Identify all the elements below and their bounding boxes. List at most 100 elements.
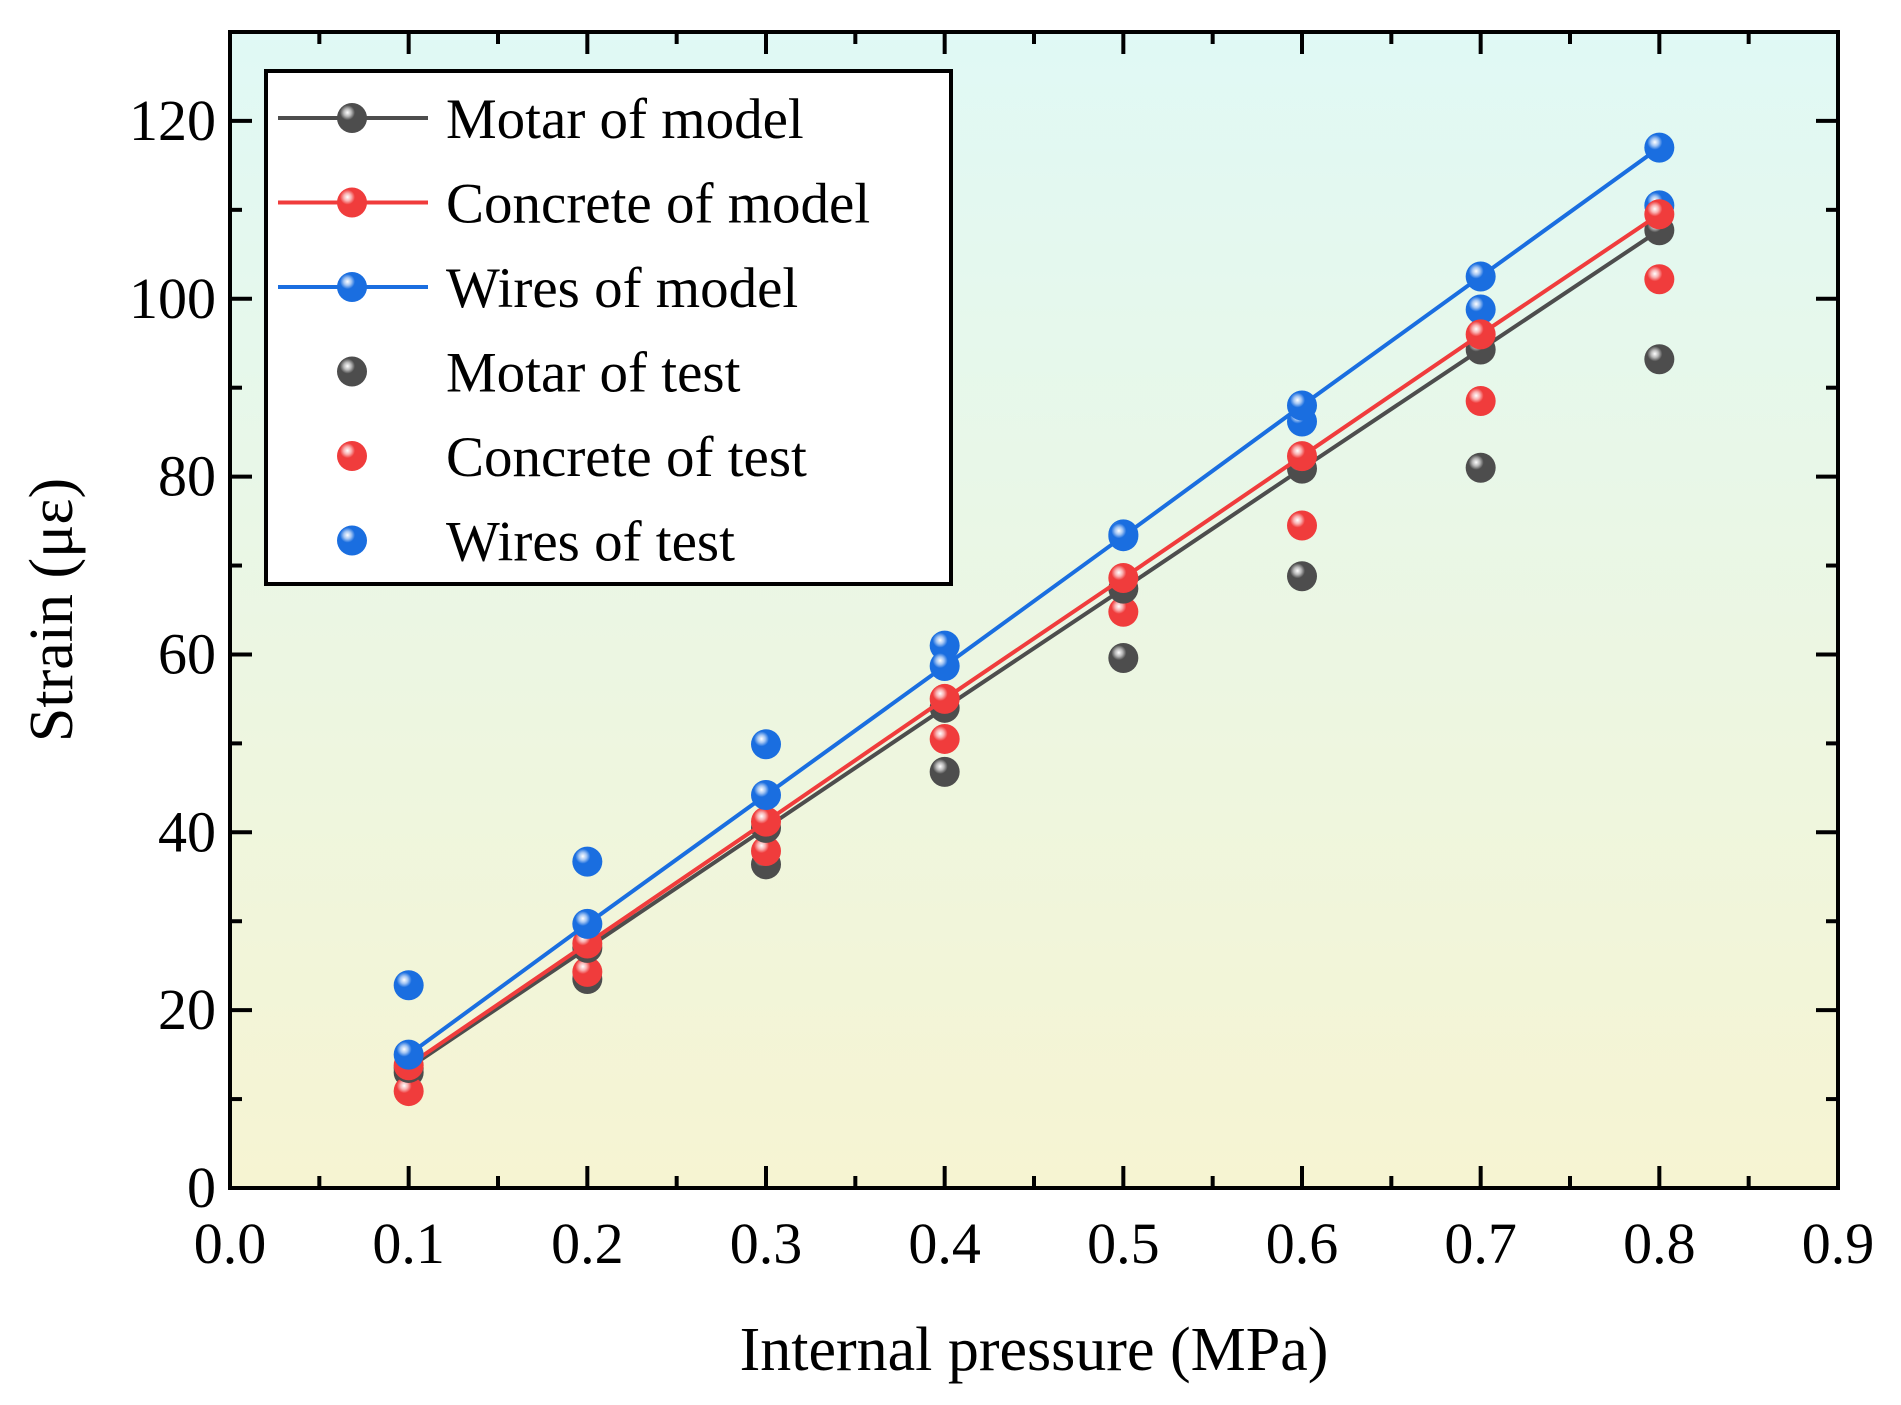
x-tick-label: 0.5: [1087, 1211, 1160, 1276]
concrete-of-test-point: [393, 1076, 424, 1107]
x-axis-label: Internal pressure (MPa): [740, 1316, 1329, 1384]
y-tick-label: 120: [129, 88, 216, 153]
marker-highlight: [1465, 319, 1496, 350]
y-tick-label: 100: [129, 266, 216, 331]
marker-highlight: [751, 779, 781, 810]
legend-marker-motar-of-model: [337, 103, 367, 133]
marker-highlight: [929, 723, 960, 754]
marker-highlight: [337, 356, 367, 387]
concrete-of-test-point: [1465, 386, 1496, 417]
wires-of-model-point: [929, 651, 960, 682]
wires-of-model-point: [1287, 390, 1317, 421]
y-tick-label: 60: [158, 621, 216, 686]
x-tick-label: 0.2: [551, 1211, 624, 1276]
legend-marker-concrete-of-test: [337, 441, 367, 471]
wires-of-test-point: [393, 970, 424, 1001]
marker-highlight: [929, 756, 960, 787]
marker-highlight: [1287, 510, 1317, 541]
marker-highlight: [1644, 264, 1675, 295]
marker-highlight: [1108, 521, 1139, 552]
concrete-of-model-point: [1465, 319, 1496, 350]
wires-of-model-point: [1108, 521, 1139, 552]
y-tick-label: 20: [158, 977, 216, 1042]
y-tick-label: 40: [158, 799, 216, 864]
marker-highlight: [572, 846, 603, 877]
marker-highlight: [337, 103, 367, 133]
legend-marker-concrete-of-model: [337, 187, 367, 218]
x-tick-label: 0.0: [194, 1211, 267, 1276]
x-tick-label: 0.4: [908, 1211, 981, 1276]
marker-highlight: [1287, 390, 1317, 421]
marker-highlight: [751, 729, 781, 760]
x-tick-label: 0.7: [1444, 1211, 1517, 1276]
motar-of-test-point: [1108, 643, 1139, 674]
marker-highlight: [393, 970, 424, 1001]
legend-label-concrete-of-model: Concrete of model: [446, 173, 870, 236]
wires-of-model-point: [751, 779, 781, 810]
legend-label-wires-of-test: Wires of test: [446, 511, 735, 574]
concrete-of-test-point: [929, 723, 960, 754]
marker-highlight: [1287, 561, 1317, 592]
y-tick-label: 0: [187, 1155, 216, 1220]
marker-highlight: [1644, 344, 1675, 375]
wires-of-model-point: [393, 1039, 424, 1070]
marker-highlight: [1465, 386, 1496, 417]
motar-of-test-point: [929, 756, 960, 787]
motar-of-test-point: [1287, 561, 1317, 592]
marker-highlight: [1465, 261, 1496, 292]
concrete-of-model-line: [407, 212, 1661, 1067]
legend-label-concrete-of-test: Concrete of test: [446, 426, 807, 489]
x-tick-label: 0.1: [372, 1211, 445, 1276]
legend: Motar of model Concrete of model Wires of …: [264, 69, 953, 586]
legend-marker-wires-of-model: [337, 272, 367, 302]
x-tick-label: 0.6: [1266, 1211, 1339, 1276]
marker-highlight: [1644, 199, 1675, 230]
marker-highlight: [751, 835, 781, 866]
x-tick-label: 0.9: [1802, 1211, 1875, 1276]
marker-highlight: [1108, 643, 1139, 674]
marker-highlight: [393, 1076, 424, 1107]
concrete-of-model-point: [1108, 562, 1139, 593]
wires-of-model-point: [1644, 132, 1675, 163]
marker-highlight: [572, 908, 603, 939]
concrete-of-model-point: [929, 683, 960, 714]
marker-highlight: [1287, 441, 1317, 472]
motar-of-test-point: [1465, 452, 1496, 483]
marker-highlight: [337, 272, 367, 302]
wires-of-test-point: [1465, 294, 1496, 325]
x-tick-label: 0.8: [1623, 1211, 1696, 1276]
legend-box: [264, 69, 953, 586]
wires-of-model-point: [1465, 261, 1496, 292]
marker-highlight: [1108, 596, 1139, 627]
y-axis-label: Strain (με): [18, 478, 86, 742]
wires-of-model-line: [407, 145, 1661, 1057]
marker-highlight: [337, 187, 367, 218]
marker-highlight: [1644, 132, 1675, 163]
marker-highlight: [337, 441, 367, 471]
wires-of-test-point: [572, 846, 603, 877]
motar-of-test-point: [1644, 344, 1675, 375]
legend-label-wires-of-model: Wires of model: [446, 257, 798, 320]
legend-label-motar-of-test: Motar of test: [446, 342, 741, 405]
marker-highlight: [393, 1039, 424, 1070]
wires-of-model-point: [572, 908, 603, 939]
concrete-of-model-point: [751, 806, 781, 837]
legend-label-motar-of-model: Motar of model: [446, 88, 804, 151]
marker-highlight: [337, 525, 367, 556]
legend-marker-motar-of-test: [337, 356, 367, 387]
y-tick-label: 80: [158, 444, 216, 509]
concrete-of-test-point: [751, 835, 781, 866]
marker-highlight: [929, 683, 960, 714]
concrete-of-test-point: [1287, 510, 1317, 541]
concrete-of-test-point: [572, 956, 603, 987]
x-tick-label: 0.3: [730, 1211, 803, 1276]
marker-highlight: [751, 806, 781, 837]
concrete-of-model-point: [1644, 199, 1675, 230]
marker-highlight: [1108, 562, 1139, 593]
concrete-of-model-point: [1287, 441, 1317, 472]
concrete-of-test-point: [1644, 264, 1675, 295]
motar-of-model-line: [407, 228, 1661, 1070]
marker-highlight: [929, 651, 960, 682]
marker-highlight: [1465, 294, 1496, 325]
